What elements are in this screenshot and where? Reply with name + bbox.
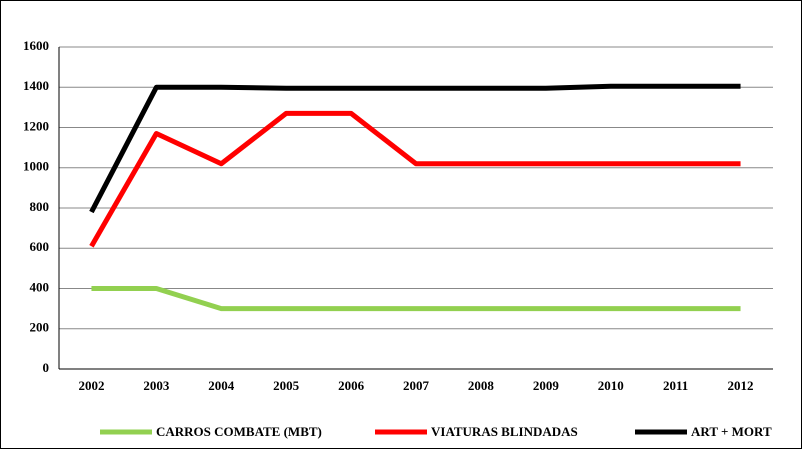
- y-tick-label: 200: [30, 320, 50, 335]
- y-tick-label: 600: [30, 239, 50, 254]
- x-tick-label: 2007: [403, 378, 430, 393]
- x-tick-label: 2004: [208, 378, 235, 393]
- x-tick-label: 2008: [468, 378, 495, 393]
- y-tick-label: 800: [30, 199, 50, 214]
- legend-label: CARROS COMBATE (MBT): [156, 424, 322, 439]
- x-tick-label: 2011: [663, 378, 688, 393]
- series-line: [89, 83, 741, 214]
- legend-label: ART + MORT: [691, 424, 772, 439]
- y-tick-label: 1400: [23, 78, 49, 93]
- y-tick-label: 1200: [23, 118, 49, 133]
- x-tick-label: 2006: [338, 378, 365, 393]
- legend-label: VIATURAS BLINDADAS: [431, 424, 578, 439]
- y-tick-label: 400: [30, 279, 50, 294]
- y-tick-label: 1600: [23, 38, 49, 53]
- y-tick-label: 0: [43, 360, 50, 375]
- x-tick-label: 2005: [273, 378, 300, 393]
- series-line: [89, 110, 741, 248]
- x-tick-label: 2009: [533, 378, 560, 393]
- x-tick-label: 2003: [143, 378, 170, 393]
- x-tick-label: 2002: [78, 378, 104, 393]
- x-tick-label: 2010: [598, 378, 624, 393]
- series-line: [91, 286, 741, 312]
- y-tick-label: 1000: [23, 159, 49, 174]
- x-tick-label: 2012: [728, 378, 754, 393]
